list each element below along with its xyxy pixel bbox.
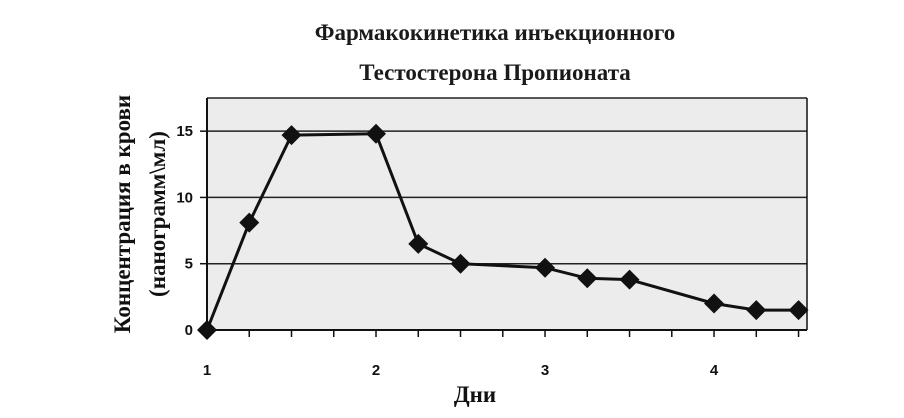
y-tick-label-5: 5 xyxy=(185,256,193,273)
chart-title-line-2: Тестостерона Пропионата xyxy=(359,60,631,85)
data-point xyxy=(577,268,598,289)
x-axis-label: Дни xyxy=(454,382,496,407)
y-axis-label-line-1: Концентрация в крови xyxy=(110,95,135,333)
data-points xyxy=(197,123,809,340)
data-point xyxy=(746,300,767,321)
y-tick-label-0: 0 xyxy=(185,322,193,339)
y-axis-label-line-2: (нанограмм\мл) xyxy=(145,131,170,297)
data-point xyxy=(281,125,302,146)
chart-title-line-1: Фармакокинетика инъекционного xyxy=(315,20,676,45)
data-point xyxy=(408,233,429,254)
data-point xyxy=(450,253,471,274)
plot-area xyxy=(207,98,807,330)
x-tick-label-2: 2 xyxy=(372,362,380,379)
data-point xyxy=(535,257,556,278)
data-point xyxy=(197,320,217,340)
data-point xyxy=(788,300,809,321)
data-point xyxy=(619,269,640,290)
data-point xyxy=(239,212,260,233)
y-tick-label-10: 10 xyxy=(176,189,193,206)
grid-lines xyxy=(207,97,807,265)
data-point xyxy=(366,123,387,144)
x-tick-label-3: 3 xyxy=(541,362,549,379)
tick-labels: 0 5 10 15 1 2 3 4 xyxy=(176,123,719,379)
axes xyxy=(200,98,808,337)
y-tick-label-15: 15 xyxy=(176,123,193,140)
x-tick-label-1: 1 xyxy=(203,362,211,379)
x-tick-label-4: 4 xyxy=(710,362,719,379)
data-point xyxy=(704,293,725,314)
